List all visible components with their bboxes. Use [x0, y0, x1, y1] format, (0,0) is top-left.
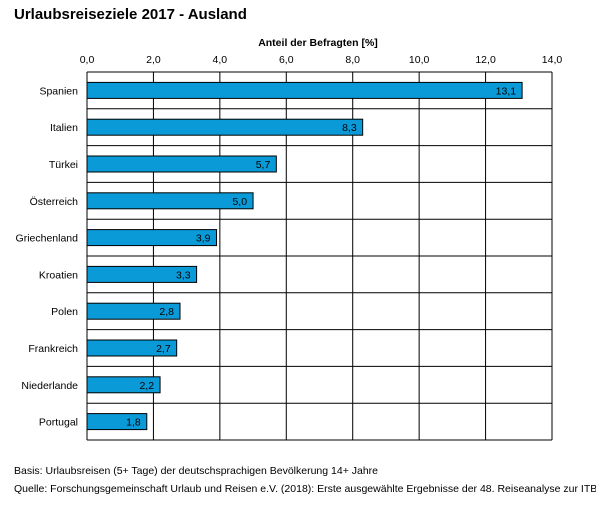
bar [86, 229, 218, 247]
category-label: Portugal [39, 417, 78, 429]
x-axis-title: Anteil der Befragten [%] [258, 37, 378, 49]
bar [86, 376, 161, 394]
bar [86, 192, 254, 210]
category-label: Österreich [30, 196, 79, 208]
category-label: Italien [50, 122, 78, 134]
category-label: Spanien [39, 85, 78, 97]
bar [86, 302, 181, 320]
x-tick-label: 2,0 [146, 54, 161, 66]
category-label: Niederlande [21, 380, 78, 392]
category-label: Türkei [49, 159, 78, 171]
value-label: 2,2 [139, 380, 154, 392]
value-label: 5,0 [232, 196, 247, 208]
bar [86, 155, 277, 173]
bar [86, 118, 364, 136]
category-label: Kroatien [39, 269, 78, 281]
value-label: 8,3 [342, 122, 357, 134]
basis-footnote: Basis: Urlaubsreisen (5+ Tage) der deuts… [14, 465, 379, 477]
x-tick-label: 12,0 [475, 54, 496, 66]
category-label: Polen [51, 306, 78, 318]
bar [86, 413, 148, 431]
value-label: 3,9 [196, 233, 211, 245]
bar [86, 265, 198, 283]
value-label: 1,8 [126, 417, 141, 429]
bar [86, 81, 523, 99]
category-label: Frankreich [28, 343, 78, 355]
x-tick-label: 0,0 [80, 54, 95, 66]
x-tick-label: 8,0 [345, 54, 360, 66]
value-label: 2,8 [159, 306, 174, 318]
source-footnote: Quelle: Forschungsgemeinschaft Urlaub un… [14, 483, 596, 495]
x-tick-label: 14,0 [542, 54, 563, 66]
x-tick-label: 10,0 [409, 54, 430, 66]
bar [86, 339, 178, 357]
x-tick-label: 4,0 [213, 54, 228, 66]
x-tick-label: 6,0 [279, 54, 294, 66]
value-label: 5,7 [256, 159, 271, 171]
chart-title: Urlaubsreiseziele 2017 - Ausland [14, 6, 247, 23]
value-label: 2,7 [156, 343, 171, 355]
value-label: 13,1 [496, 85, 517, 97]
value-label: 3,3 [176, 269, 191, 281]
category-label: Griechenland [16, 233, 79, 245]
